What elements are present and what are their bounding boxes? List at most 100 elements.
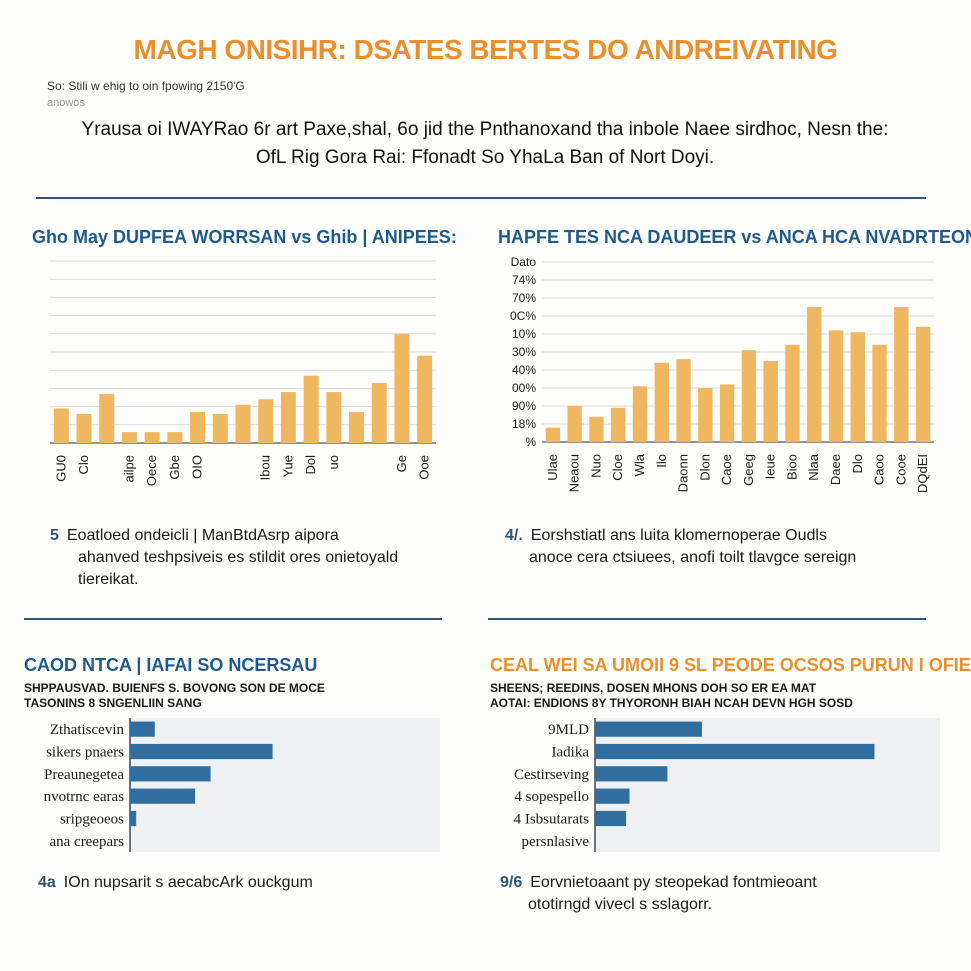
bar	[719, 384, 735, 442]
bar	[167, 432, 183, 443]
chart-4-note: 9/6 Eorvnietoaant py steopekad fontmieoan…	[500, 872, 920, 916]
chart-3-title: CAOD NTCA | IAFAI SO NCERSAU	[24, 655, 318, 675]
x-tick-label: Dol	[303, 455, 318, 475]
bar	[632, 386, 648, 442]
y-tick-label: 74%	[512, 273, 536, 287]
plot-panel	[595, 718, 940, 852]
bar	[785, 344, 800, 442]
intro-text: Yrausa oi IWAYRao 6r art Paxe,shal, 6o j…	[40, 116, 930, 172]
bar	[349, 412, 365, 443]
bar	[130, 766, 211, 782]
bar	[280, 392, 296, 443]
bar	[303, 375, 319, 443]
x-tick-label: Daee	[828, 454, 843, 485]
section-divider-right	[488, 618, 926, 620]
bar	[144, 432, 160, 443]
chart-3-note-number: 4a	[38, 874, 56, 891]
bar	[130, 743, 273, 760]
chart-2-vertical-bars: % 18% 90% 00% 40% 30% 10% 0C% 70% 74% Dato Ulae Neao…	[510, 255, 934, 493]
y-tick-label: Iadika	[552, 745, 590, 761]
x-tick-label: Oece	[144, 455, 159, 486]
bar	[595, 721, 702, 737]
bar	[763, 361, 778, 442]
bar	[130, 721, 155, 737]
bar	[595, 810, 627, 827]
x-tick-label: Gbe	[167, 455, 182, 480]
chart-1-note-line-3: tiereikat.	[78, 571, 139, 588]
x-tick-label: Ulae	[545, 454, 560, 481]
x-tick-label: Ilo	[654, 454, 669, 468]
chart-3-note: 4a IOn nupsarit s aecabcArk ouckgum	[38, 872, 438, 894]
chart-1-note-line-2: ahanved teshpsiveis es stildit ores onie…	[78, 549, 399, 566]
y-tick-label: 9MLD	[548, 722, 589, 738]
y-tick-label: Zthatiscevin	[50, 722, 125, 738]
y-tick-label: Dato	[511, 255, 537, 269]
chart-4-subtitle: SHEENS; REEDINS, DOSEN MHONS DOH SO ER E…	[490, 681, 853, 711]
bar	[212, 413, 228, 443]
chart-4-note-line-1: Eorvnietoaant py steopekad fontmieoant	[530, 874, 817, 891]
bar	[698, 388, 713, 442]
bar	[595, 788, 630, 804]
bar	[872, 344, 887, 442]
y-tick-label: 10%	[512, 327, 536, 341]
plot-panel	[130, 718, 440, 852]
y-tick-label: sikers pnaers	[46, 745, 124, 761]
bar	[235, 404, 251, 443]
x-tick-label: uo	[326, 455, 341, 469]
bar	[190, 412, 206, 443]
bar	[394, 333, 410, 443]
bar	[741, 350, 757, 442]
meta-line: So: Stili w ehig to oin fpowing 2150'G	[47, 79, 245, 93]
chart-2-note: 4/. Eorshstiatl ans luita klomernoperae O…	[505, 525, 925, 569]
x-tick-label: OIO	[190, 455, 205, 479]
x-tick-label: Ibou	[258, 455, 273, 480]
x-tick-label: DQdEI	[915, 454, 930, 493]
x-tick-label: Caoe	[719, 454, 734, 485]
chart-4-subtitle-line-1: SHEENS; REEDINS, DOSEN MHONS DOH SO ER E…	[490, 681, 817, 695]
chart-4-horizontal-bars: 9MLD Iadika Cestirseving 4 sopespello 4 Isbs…	[514, 718, 940, 852]
x-tick-label: Nlaa	[806, 453, 821, 481]
bar	[589, 416, 604, 442]
chart-2-title: HAPFE TES NCA DAUDEER vs ANCA HCA NVADRT…	[498, 227, 971, 247]
chart-1-title: Gho May DUPFEA WORRSAN vs Ghib | ANIPEES…	[32, 227, 457, 247]
y-tick-label: 0C%	[510, 309, 536, 323]
bar	[807, 307, 822, 442]
bar	[53, 408, 69, 443]
bar	[326, 392, 342, 443]
chart-3-subtitle-line-1: SHPPAUSVAD. BUIENFS S. BOVONG SON DE MOC…	[24, 681, 325, 695]
bar	[828, 330, 844, 442]
chart-3-subtitle: SHPPAUSVAD. BUIENFS S. BOVONG SON DE MOC…	[24, 681, 325, 711]
y-tick-label: 90%	[512, 399, 536, 413]
chart-1-note: 5 Eoatloed ondeicli | ManBtdAsrp aipora a…	[50, 525, 460, 591]
y-tick-label: sripgeoeos	[60, 812, 124, 828]
x-tick-label: Daonn	[676, 454, 691, 492]
y-tick-label: Preaunegetea	[44, 767, 124, 783]
y-tick-label: nvotrnc earas	[44, 789, 125, 805]
bar	[121, 432, 137, 443]
bar	[654, 362, 669, 442]
chart-2-note-line-1: Eorshstiatl ans luita klomernoperae Oudl…	[530, 527, 827, 544]
bar	[99, 393, 115, 443]
chart-3-note-line-1: IOn nupsarit s aecabcArk ouckgum	[63, 874, 313, 891]
y-tick-label: 40%	[512, 363, 536, 377]
y-tick-label: persnlasive	[522, 834, 590, 850]
bar	[850, 332, 865, 442]
x-tick-label: Clo	[76, 455, 91, 475]
y-tick-label: 4 Isbsutarats	[514, 812, 590, 828]
x-tick-label: Dlo	[850, 454, 865, 474]
y-tick-label: 4 sopespello	[514, 789, 589, 805]
bar	[894, 307, 909, 442]
bar	[611, 407, 626, 442]
bar	[567, 406, 582, 442]
header-divider	[36, 197, 926, 199]
x-tick-label: Cooe	[893, 454, 908, 485]
bar	[371, 382, 387, 443]
y-tick-label: 30%	[512, 345, 536, 359]
bar	[130, 810, 137, 827]
x-tick-label: Ooe	[417, 455, 432, 480]
chart-4-note-number: 9/6	[500, 874, 523, 891]
chart-3-horizontal-bars: Zthatiscevin sikers pnaers Preaunegetea nvo…	[44, 718, 440, 852]
chart-4-title: CEAL WEI SA UMOII 9 SL PEODE OCSOS PURUN…	[490, 655, 971, 675]
x-tick-label: ailpe	[121, 455, 136, 482]
x-tick-label: Geeg	[741, 454, 756, 486]
